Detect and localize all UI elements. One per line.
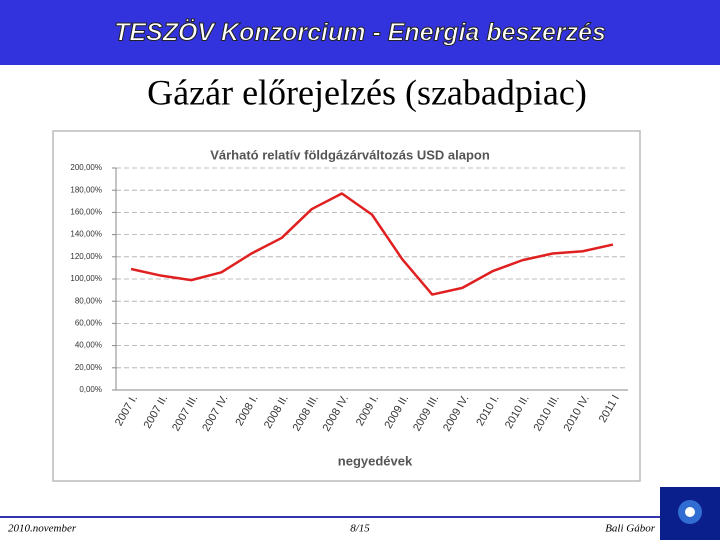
footer-center: 8/15: [350, 523, 370, 535]
header-title: TESZÖV Konzorcium - Energia beszerzés: [114, 18, 606, 47]
line-series: [130, 192, 614, 296]
y-tick-label: 180,00%: [70, 185, 102, 194]
y-tick-label: 200,00%: [70, 163, 102, 172]
y-tick-label: 140,00%: [70, 230, 102, 239]
footer-left: 2010.november: [8, 523, 77, 535]
logo: [660, 487, 720, 540]
y-tick-label: 20,00%: [75, 363, 102, 372]
chart-title: Várható relatív földgázárváltozás USD al…: [210, 147, 490, 162]
footer-right: Bali Gábor: [605, 523, 656, 535]
y-tick-label: 40,00%: [75, 341, 102, 350]
slide-title: Gázár előrejelzés (szabadpiac): [147, 72, 587, 112]
y-tick-label: 120,00%: [70, 252, 102, 261]
y-tick-label: 100,00%: [70, 274, 102, 283]
header-bar: [0, 0, 720, 65]
chart-frame: [52, 130, 641, 482]
y-tick-label: 80,00%: [75, 296, 102, 305]
y-tick-label: 60,00%: [75, 319, 102, 328]
y-tick-label: 160,00%: [70, 208, 102, 217]
x-axis-label: negyedévek: [338, 453, 413, 468]
y-tick-label: 0,00%: [79, 385, 102, 394]
